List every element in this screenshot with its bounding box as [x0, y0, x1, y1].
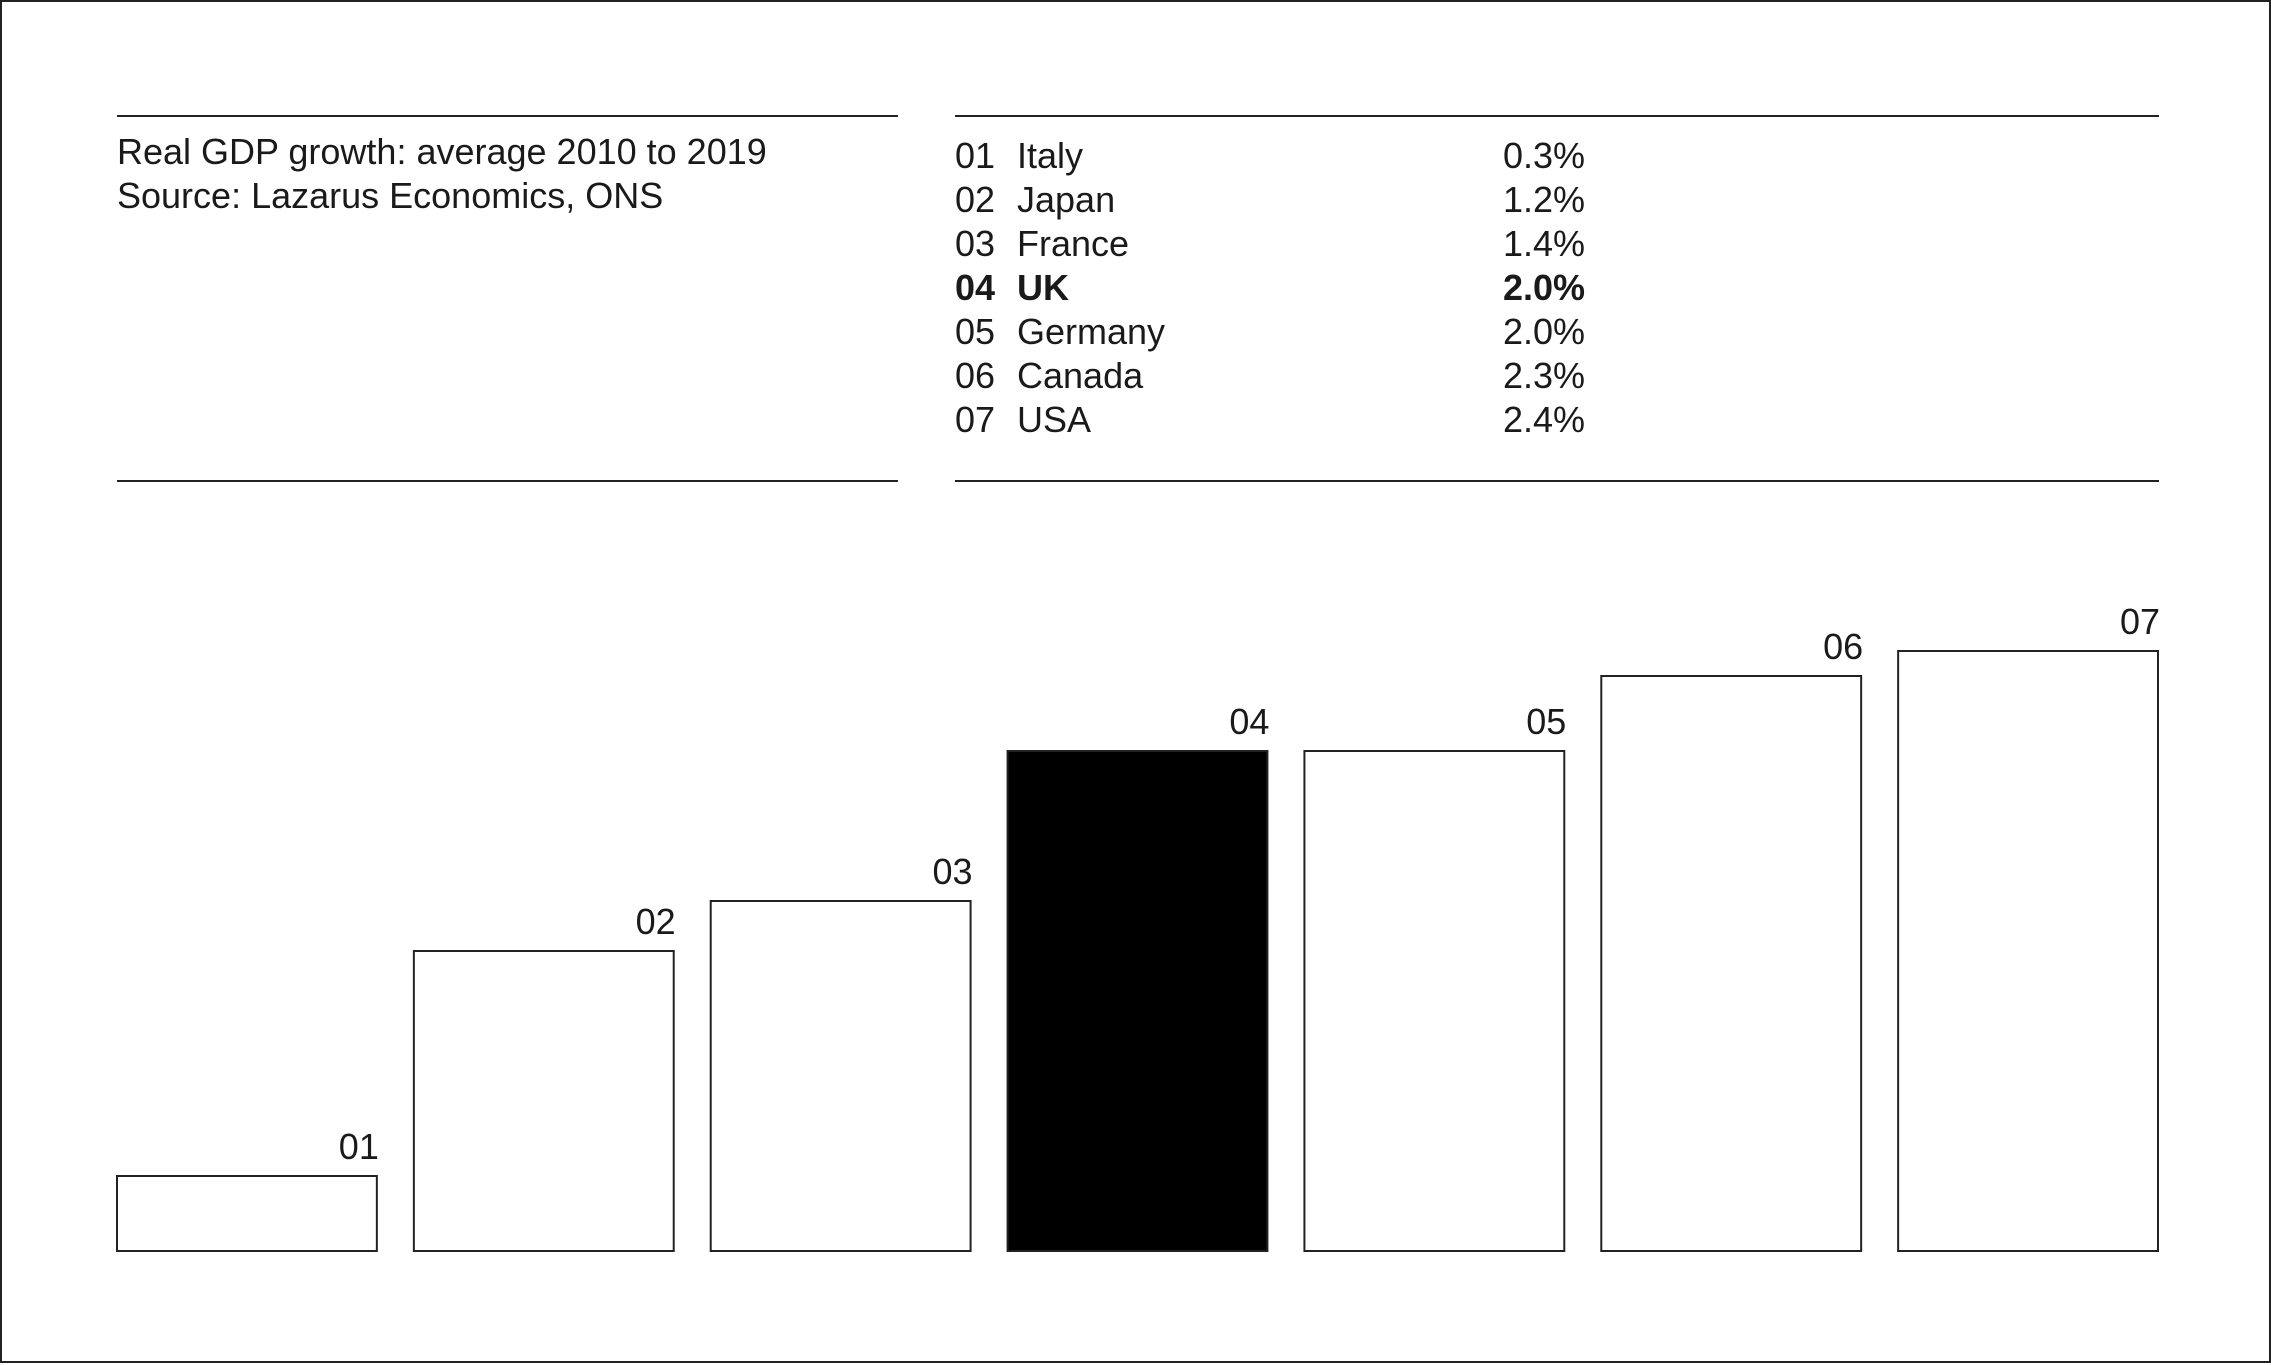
- legend-row: 02 Japan 1.2%: [955, 178, 1585, 222]
- legend-row: 06 Canada 2.3%: [955, 354, 1585, 398]
- legend-row: 04 UK 2.0%: [955, 266, 1585, 310]
- legend-value: 2.0%: [1502, 311, 1585, 352]
- bar-05: [1303, 750, 1566, 1252]
- bar-07: [1897, 650, 2159, 1252]
- legend-value: 2.0%: [1502, 267, 1585, 308]
- legend-rank: 01: [955, 135, 996, 176]
- legend-rank: 02: [955, 179, 996, 220]
- caption-source: Source: Lazarus Economics, ONS: [117, 175, 664, 216]
- caption-title: Real GDP growth: average 2010 to 2019: [117, 131, 767, 172]
- bar-label-05: 05: [1526, 701, 1566, 742]
- legend-row: 03 France 1.4%: [955, 222, 1585, 266]
- bar-label-04: 04: [1229, 701, 1269, 742]
- legend-row: 07 USA 2.4%: [955, 398, 1585, 442]
- bar-04: [1006, 750, 1269, 1252]
- legend-bottom-rule: [955, 480, 2159, 482]
- legend-rank: 03: [955, 223, 996, 264]
- bar-02: [412, 950, 675, 1252]
- legend-rank: 04: [955, 267, 996, 308]
- legend-row: 05 Germany 2.0%: [955, 310, 1585, 354]
- bar-03: [709, 900, 972, 1252]
- caption-top-rule: [117, 115, 898, 117]
- legend-top-rule: [955, 115, 2159, 117]
- legend-value: 2.4%: [1502, 399, 1585, 440]
- legend-country: Canada: [1017, 355, 1144, 396]
- legend-country: UK: [1017, 267, 1069, 308]
- legend-value: 2.3%: [1502, 355, 1585, 396]
- legend-country: USA: [1017, 399, 1092, 440]
- legend-rank: 07: [955, 399, 996, 440]
- legend-rank: 05: [955, 311, 996, 352]
- bar-label-02: 02: [636, 901, 676, 942]
- legend-value: 1.4%: [1502, 223, 1585, 264]
- bar-01: [116, 1175, 378, 1252]
- legend-row: 01 Italy 0.3%: [955, 134, 1585, 178]
- legend-country: Japan: [1017, 179, 1116, 220]
- chart-caption: Real GDP growth: average 2010 to 2019 So…: [117, 130, 767, 218]
- bar-label-07: 07: [2120, 601, 2160, 642]
- bar-label-06: 06: [1823, 626, 1863, 667]
- legend-country: Germany: [1017, 311, 1166, 352]
- legend-value: 0.3%: [1502, 135, 1585, 176]
- legend-country: Italy: [1017, 135, 1084, 176]
- legend-list: 01 Italy 0.3% 02 Japan 1.2% 03 France 1.4% 04 UK 2.…: [955, 134, 1585, 442]
- bar-06: [1600, 675, 1863, 1252]
- legend-country: France: [1017, 223, 1130, 264]
- caption-bottom-rule: [117, 480, 898, 482]
- bar-label-03: 03: [933, 851, 973, 892]
- legend-value: 1.2%: [1502, 179, 1585, 220]
- bar-label-01: 01: [339, 1126, 379, 1167]
- legend-rank: 06: [955, 355, 996, 396]
